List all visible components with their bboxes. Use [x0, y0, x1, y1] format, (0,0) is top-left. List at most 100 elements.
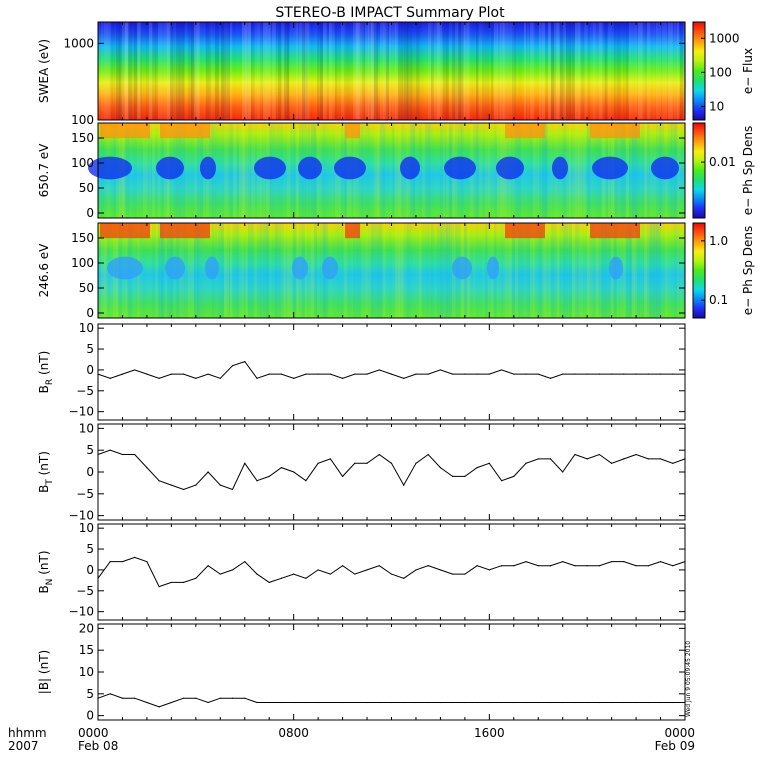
- spectrogram-streak: [266, 223, 270, 318]
- spectrogram-streak: [485, 22, 490, 120]
- data-point: [415, 701, 417, 704]
- data-point: [121, 453, 124, 456]
- spectrogram-streak: [392, 22, 397, 120]
- data-point: [268, 373, 270, 375]
- spectrogram-streak: [545, 123, 548, 218]
- data-point: [183, 697, 185, 699]
- spectrogram-streak: [572, 22, 575, 120]
- y-tick-label: 15: [79, 643, 94, 657]
- spectrogram-streak: [611, 22, 614, 120]
- spectrogram-streak: [191, 223, 195, 318]
- spectrogram-blob: [156, 156, 184, 180]
- time-tick-label: 0000: [664, 726, 695, 740]
- spectrogram-streak: [449, 223, 455, 318]
- spectrogram-streak: [278, 223, 284, 318]
- spectrogram-streak: [293, 22, 296, 120]
- spectrogram-streak: [530, 123, 533, 218]
- spectrogram-streak: [506, 223, 510, 318]
- panel-2: 0.01 e− Ph Sp Dens 0 50 100 150 650.7 eV: [37, 122, 755, 220]
- spectrogram-streak: [233, 123, 237, 218]
- spectrogram-streak: [578, 123, 582, 218]
- spectrogram-streak: [632, 123, 638, 218]
- data-point: [134, 369, 136, 371]
- spectrogram-streak: [107, 22, 112, 120]
- data-point: [280, 373, 283, 375]
- y-tick-label: 0: [86, 709, 94, 723]
- spectrogram-streak: [251, 22, 255, 120]
- spectrogram-streak: [533, 22, 535, 120]
- spectrogram-streak: [479, 123, 483, 218]
- spectrogram-streak: [269, 223, 273, 318]
- spectrogram-streak: [146, 22, 152, 120]
- data-point: [476, 565, 478, 567]
- spectrogram-blob: [205, 256, 219, 280]
- data-point: [231, 488, 234, 491]
- spectrogram-streak: [203, 22, 205, 120]
- spectrogram-streak: [212, 22, 215, 120]
- data-point: [623, 701, 625, 704]
- data-point: [280, 467, 283, 469]
- spectrogram-streak: [533, 123, 539, 218]
- spectrogram-streak: [209, 22, 212, 120]
- data-point: [366, 569, 368, 571]
- spectrogram-streak: [245, 22, 251, 120]
- y-tick-label: 150: [71, 131, 94, 145]
- spectrogram-streak: [392, 123, 395, 218]
- spectrogram-streak: [566, 22, 572, 120]
- spectrogram-streak: [248, 223, 254, 318]
- spectrogram-streak: [137, 123, 140, 218]
- data-point: [476, 467, 478, 469]
- spectrogram-streak: [296, 123, 299, 218]
- data-point: [427, 565, 429, 567]
- spectrogram-streak: [431, 22, 434, 120]
- spectrogram-streak: [593, 22, 597, 120]
- spectrogram-streak: [164, 22, 170, 120]
- spectrogram-blob: [609, 256, 623, 280]
- data-point: [403, 377, 405, 379]
- y-tick-label: 10: [79, 321, 94, 335]
- data-point: [231, 697, 234, 699]
- spectrogram-streak: [257, 223, 263, 318]
- spectrogram-streak: [419, 123, 422, 218]
- spectrogram-streak: [548, 22, 552, 120]
- spectrogram-streak: [530, 223, 535, 318]
- spectrogram-streak: [578, 223, 584, 318]
- data-point: [207, 565, 209, 567]
- data-point: [256, 573, 258, 575]
- spectrogram-blob: [334, 156, 366, 180]
- y-tick-label: 5: [86, 443, 94, 457]
- spectrogram-streak: [185, 223, 191, 318]
- spectrogram-streak: [254, 22, 260, 120]
- y-tick-label: −10: [69, 405, 94, 419]
- data-point: [366, 462, 368, 464]
- spectrogram-streak: [632, 22, 638, 120]
- spectrogram-streak: [362, 223, 365, 318]
- data-point: [586, 458, 588, 460]
- data-point: [305, 373, 307, 375]
- spectrogram-streak: [437, 22, 443, 120]
- data-point: [574, 701, 576, 704]
- spectrogram-streak: [554, 223, 560, 318]
- data-point: [574, 453, 576, 456]
- data-point: [317, 373, 319, 375]
- y-tick-label: 0: [86, 306, 94, 320]
- spectrogram-streak: [443, 22, 448, 120]
- spectrogram-blob: [452, 256, 472, 280]
- spectrogram-streak: [347, 223, 352, 318]
- data-point: [623, 373, 625, 375]
- spectrogram-hot-patch: [160, 223, 210, 239]
- data-point: [390, 373, 393, 375]
- data-point: [329, 701, 331, 704]
- spectrogram-streak: [605, 223, 610, 318]
- spectrogram-streak: [344, 22, 350, 120]
- y-axis-label: BT (nT): [37, 451, 55, 493]
- data-point: [500, 565, 503, 567]
- spectrogram-streak: [230, 22, 233, 120]
- spectrogram-streak: [152, 123, 156, 218]
- spectrogram-streak: [158, 223, 164, 318]
- spectrogram-streak: [224, 22, 229, 120]
- time-tick-label: 0000: [78, 726, 109, 740]
- spectrogram-streak: [137, 22, 142, 120]
- spectrogram-streak: [656, 223, 662, 318]
- spectrogram-streak: [374, 123, 380, 218]
